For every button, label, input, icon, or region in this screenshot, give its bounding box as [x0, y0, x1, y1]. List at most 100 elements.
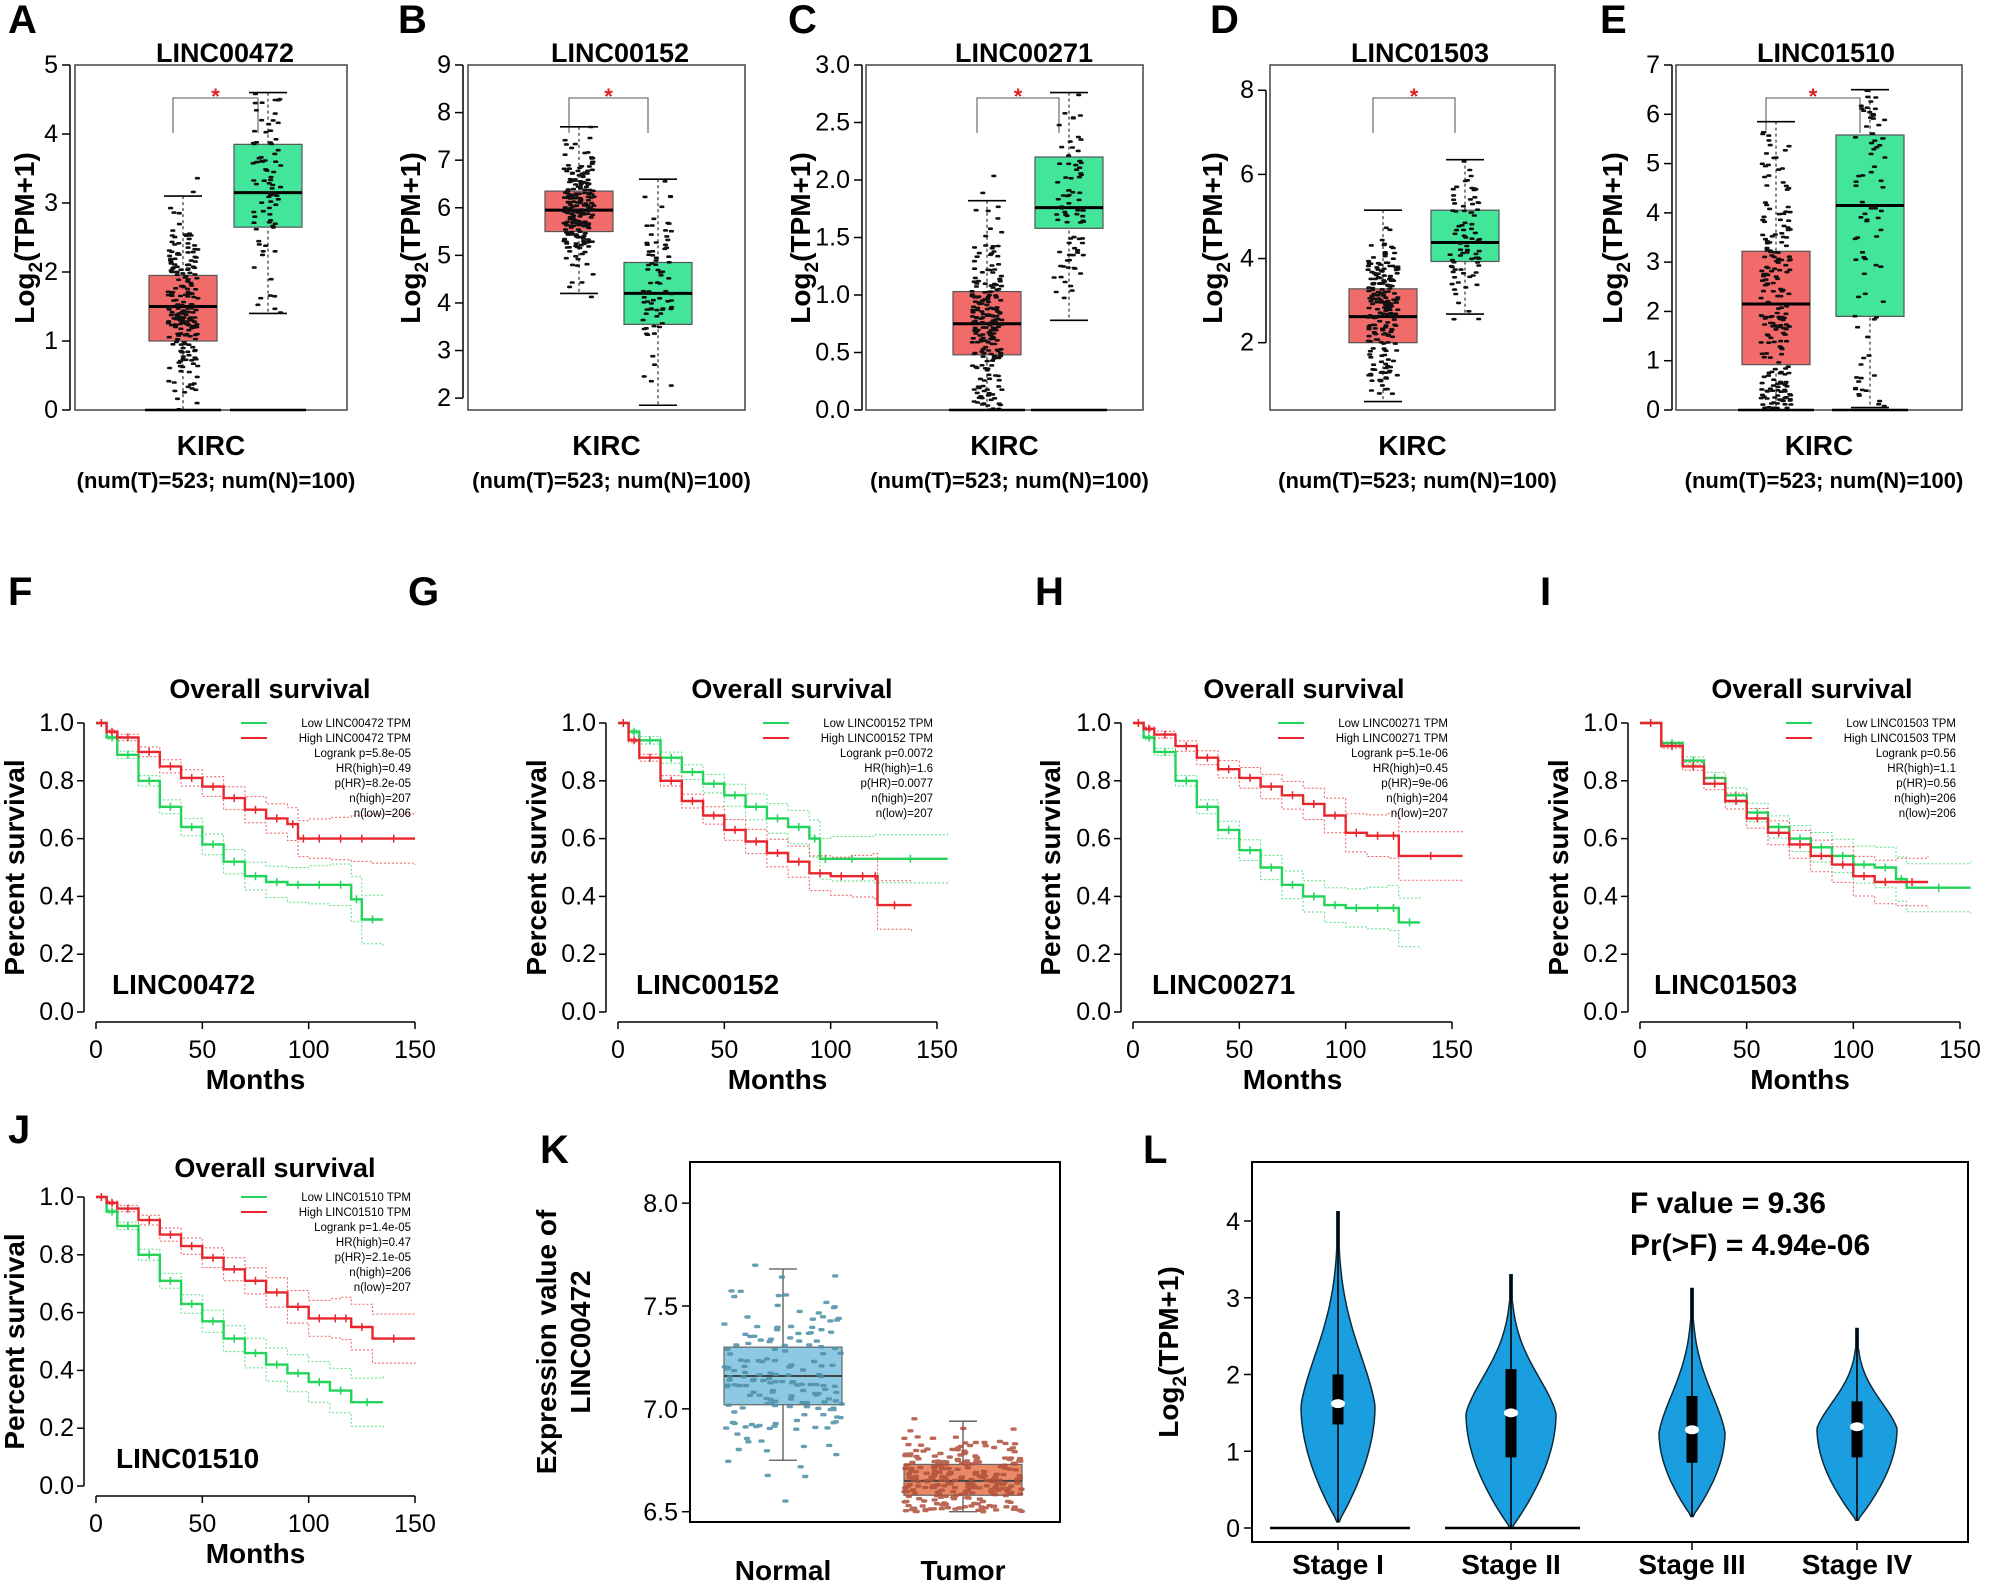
- y-tick-label: 0.2: [561, 940, 596, 968]
- legend: Low LINC00152 TPM High LINC00152 TPM Logra…: [763, 718, 933, 820]
- y-tick-label: 0: [1226, 1515, 1240, 1543]
- y-tick-label: 1.0: [1583, 709, 1618, 737]
- y-tick-label: 1.0: [39, 1183, 74, 1211]
- legend-entry: HR(high)=1.6: [864, 763, 933, 775]
- gene-label: LINC00152: [636, 969, 779, 1000]
- survival-curve: [1133, 721, 1463, 858]
- legend-entry: Logrank p=1.4e-05: [314, 1222, 411, 1234]
- y-tick-label: 6: [437, 194, 451, 222]
- panel-l: L 0 1 2 3 4 Log2(TPM+1) F value = 9.36 Pr(>F) = …: [1143, 1128, 1969, 1580]
- plot-frame: [1251, 1161, 1969, 1543]
- x-tick-label: 150: [916, 1036, 958, 1064]
- panel-c: C LINC00271 0.0 0.5 1.0 1.5 2.0 2.5 3.0 Log2(TPM+…: [785, 0, 1149, 493]
- y-tick-label: 4: [44, 120, 58, 148]
- plot-frame: [74, 64, 348, 411]
- panel-label: D: [1210, 0, 1239, 42]
- y-tick-label: 1.0: [561, 709, 596, 737]
- x-tick-label: Tumor: [920, 1555, 1005, 1586]
- y-tick-label: 1: [1646, 347, 1660, 375]
- legend-entry: HR(high)=0.45: [1373, 763, 1448, 775]
- data-points: [640, 180, 675, 387]
- x-tick-label: Stage III: [1638, 1549, 1745, 1580]
- y-tick-label: 4: [1646, 199, 1660, 227]
- x-tick-label: 150: [1939, 1036, 1981, 1064]
- y-tick-label: 0: [1646, 396, 1660, 424]
- y-tick-label: 9: [437, 51, 451, 79]
- stat-line: Pr(>F) = 4.94e-06: [1630, 1229, 1870, 1262]
- confidence-band: [618, 722, 912, 882]
- y-axis-label: Percent survival: [0, 759, 30, 975]
- chart-title: Overall survival: [1203, 674, 1404, 704]
- y-tick-label: 1: [1226, 1438, 1240, 1466]
- legend-entry: High LINC00152 TPM: [821, 733, 933, 745]
- censor-marks: [100, 719, 395, 843]
- series-low: [618, 719, 949, 885]
- data-points: [1447, 160, 1483, 321]
- chart-title: Overall survival: [691, 674, 892, 704]
- panel-label: A: [8, 0, 37, 42]
- legend-entry: Low LINC00152 TPM: [823, 718, 933, 730]
- legend-entry: Logrank p=0.0072: [840, 748, 933, 760]
- y-axis-label: Log2(TPM+1): [9, 152, 47, 324]
- x-axis-subtitle: (num(T)=523; num(N)=100): [77, 468, 356, 493]
- y-tick-label: 7: [437, 146, 451, 174]
- gene-label: LINC00472: [112, 969, 255, 1000]
- x-tick-label: Stage II: [1461, 1549, 1561, 1580]
- y-tick-label: 1.0: [1076, 709, 1111, 737]
- legend-entry: HR(high)=1.1: [1887, 763, 1956, 775]
- stat-line: F value = 9.36: [1630, 1187, 1826, 1220]
- panel-i: I Overall survival 0.0 0.2 0.4 0.6 0.8 1.0 0 50 10…: [1540, 570, 1981, 1095]
- y-tick-label: 0.2: [39, 1414, 74, 1442]
- significance-star: *: [1410, 84, 1419, 109]
- x-axis-subtitle: (num(T)=523; num(N)=100): [1278, 468, 1557, 493]
- y-tick-label: 3: [437, 337, 451, 365]
- significance-star: *: [1014, 84, 1023, 109]
- y-tick-label: 1: [44, 327, 58, 355]
- violin-median: [1504, 1408, 1518, 1418]
- y-tick-label: 7.0: [643, 1396, 678, 1424]
- legend-entry: n(high)=206: [349, 1267, 411, 1279]
- y-tick-label: 0.8: [561, 767, 596, 795]
- y-tick-label: 2: [1226, 1362, 1240, 1390]
- y-axis-label: Log2(TPM+1): [785, 152, 823, 324]
- x-tick-label: 150: [394, 1036, 436, 1064]
- legend-entry: Logrank p=5.8e-05: [314, 748, 411, 760]
- chart-title: Overall survival: [1711, 674, 1912, 704]
- violin-stage-ii: [1465, 1273, 1557, 1529]
- legend-entry: p(HR)=0.56: [1896, 778, 1956, 790]
- significance-bracket: [976, 97, 1060, 133]
- y-tick-label: 2: [437, 384, 451, 412]
- y-tick-label: 3: [1226, 1285, 1240, 1313]
- y-tick-label: 1.5: [815, 224, 850, 252]
- panel-label: I: [1540, 570, 1551, 614]
- confidence-band: [1640, 722, 1929, 908]
- x-tick-label: 150: [1431, 1036, 1473, 1064]
- y-tick-label: 2: [1240, 329, 1254, 357]
- series-high: [618, 719, 912, 932]
- violin-median: [1685, 1425, 1699, 1435]
- x-axis-label: Months: [1243, 1064, 1343, 1095]
- y-axis-label: Percent survival: [1543, 759, 1574, 975]
- y-tick-label: 2.0: [815, 166, 850, 194]
- data-points: [250, 92, 284, 314]
- panel-label: H: [1035, 570, 1064, 614]
- box-tumor: [1348, 209, 1418, 403]
- y-tick-label: 6: [1240, 160, 1254, 188]
- y-tick-label: 1.0: [39, 709, 74, 737]
- x-tick-label: 50: [188, 1036, 216, 1064]
- y-tick-label: 0.2: [1583, 940, 1618, 968]
- panel-j: J Overall survival 0.0 0.2 0.4 0.6 0.8 1.0 0 50 10…: [0, 1108, 436, 1569]
- box-normal: [721, 1263, 845, 1503]
- panel-e: E LINC01510 0 1 2 3 4 5 6 7 Log2(TPM+1) KIRC (num(T)…: [1597, 0, 1963, 493]
- chart-title: LINC00472: [156, 38, 294, 68]
- box-normal: [623, 178, 693, 407]
- x-tick-label: Stage IV: [1802, 1549, 1913, 1580]
- series-low: [1133, 719, 1421, 949]
- y-tick-label: 0.0: [561, 998, 596, 1026]
- x-tick-label: 100: [810, 1036, 852, 1064]
- y-tick-label: 0.2: [1076, 940, 1111, 968]
- y-tick-label: 7: [1646, 51, 1660, 79]
- x-axis-label: KIRC: [177, 430, 245, 461]
- x-tick-label: 100: [1832, 1036, 1874, 1064]
- y-tick-label: 2.5: [815, 109, 850, 137]
